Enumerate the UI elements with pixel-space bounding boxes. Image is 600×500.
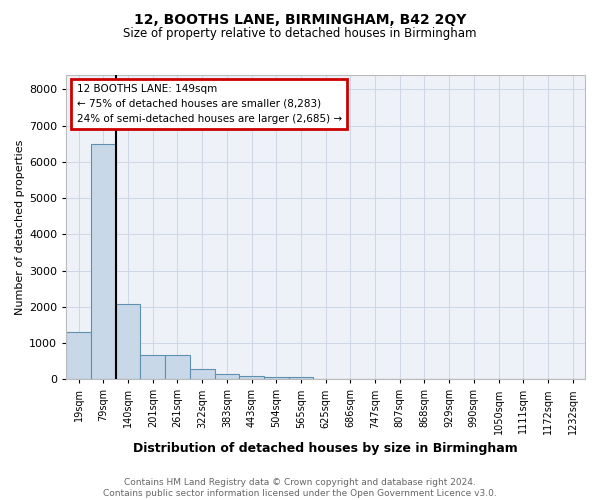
Bar xyxy=(215,374,239,379)
Bar xyxy=(289,377,313,379)
Bar xyxy=(264,377,289,379)
Bar xyxy=(165,355,190,379)
Bar xyxy=(140,355,165,379)
Bar xyxy=(239,376,264,379)
Y-axis label: Number of detached properties: Number of detached properties xyxy=(15,140,25,315)
Bar xyxy=(91,144,116,379)
Bar xyxy=(116,304,140,379)
X-axis label: Distribution of detached houses by size in Birmingham: Distribution of detached houses by size … xyxy=(133,442,518,455)
Text: 12 BOOTHS LANE: 149sqm
← 75% of detached houses are smaller (8,283)
24% of semi-: 12 BOOTHS LANE: 149sqm ← 75% of detached… xyxy=(77,84,342,124)
Bar xyxy=(67,332,91,379)
Bar xyxy=(190,369,215,379)
Text: 12, BOOTHS LANE, BIRMINGHAM, B42 2QY: 12, BOOTHS LANE, BIRMINGHAM, B42 2QY xyxy=(134,12,466,26)
Text: Contains HM Land Registry data © Crown copyright and database right 2024.
Contai: Contains HM Land Registry data © Crown c… xyxy=(103,478,497,498)
Text: Size of property relative to detached houses in Birmingham: Size of property relative to detached ho… xyxy=(123,28,477,40)
